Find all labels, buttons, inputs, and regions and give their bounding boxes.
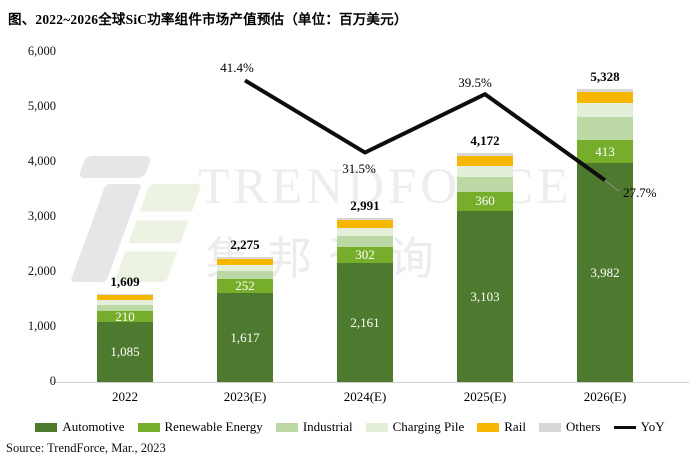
- yoy-line: [243, 78, 607, 182]
- y-tick-label: 0: [49, 374, 56, 388]
- bar-segment-others: [577, 88, 633, 93]
- y-tick-label: 2,000: [27, 264, 56, 278]
- legend-label: Rail: [504, 419, 526, 434]
- bar-segment-industrial: [577, 116, 633, 141]
- legend-label: YoY: [640, 419, 665, 434]
- legend-swatch: [275, 422, 298, 432]
- bar-segment-automotive: 2,161: [337, 263, 393, 382]
- bar-segment-others: [97, 293, 153, 295]
- bar-segment-industrial: [457, 176, 513, 192]
- x-tick-label: 2023(E): [223, 389, 267, 404]
- bar-segment-industrial: [97, 304, 153, 311]
- y-tick-label: 1,000: [27, 319, 56, 333]
- bar-segment-value: 2,161: [350, 314, 380, 330]
- y-tick-label: 6,000: [27, 44, 56, 58]
- yoy-label-leader-line: [604, 179, 620, 192]
- bar-segment-charging-pile: [337, 228, 393, 237]
- bar-segment-rail: [577, 92, 633, 103]
- bar-segment-rail: [217, 258, 273, 265]
- bar-segment-value: 3,103: [470, 288, 500, 304]
- bar-segment-automotive: 3,103: [457, 211, 513, 382]
- yoy-point-label: 31.5%: [342, 160, 376, 176]
- legend-label: Automotive: [62, 419, 125, 434]
- legend-swatch: [365, 422, 388, 432]
- x-tick-label: 2024(E): [343, 389, 387, 404]
- bar-segment-others: [217, 256, 273, 259]
- bar-segment-value: 3,982: [590, 264, 620, 280]
- bar-segment-renewable-energy: 302: [337, 246, 393, 264]
- legend: Automotive Renewable Energy Industrial Char…: [0, 419, 700, 435]
- yoy-line-layer: [243, 78, 620, 192]
- legend-label: Industrial: [302, 419, 353, 434]
- legend-label: Charging Pile: [392, 419, 465, 434]
- bar-total-label: 5,328: [590, 68, 620, 84]
- legend-item-renewable-energy: Renewable Energy: [137, 419, 263, 435]
- bar-segment-automotive: 3,982: [577, 163, 633, 382]
- chart-title: 图、2022~2026全球SiC功率组件市场产值预估（单位：百万美元）: [8, 12, 408, 27]
- x-tick-label: 2026(E): [583, 389, 627, 404]
- bar-segment-industrial: [337, 236, 393, 247]
- x-tick-label: 2025(E): [463, 389, 507, 404]
- plot-area: 0 1,000 2,000 3,000 4,000 5,000 6,000 1,085 210 1…: [28, 44, 689, 404]
- bar-segment-renewable-energy: 210: [97, 308, 153, 324]
- yoy-point-label: 39.5%: [458, 75, 492, 91]
- legend-swatch: [538, 422, 561, 432]
- bar-segment-renewable-energy: 413: [577, 140, 633, 163]
- bar-segment-others: [337, 217, 393, 220]
- bar-segment-charging-pile: [577, 103, 633, 117]
- bar-segment-renewable-energy: 252: [217, 278, 273, 294]
- bar-segment-value: 1,617: [230, 329, 260, 345]
- legend-swatch: [613, 425, 636, 429]
- legend-label: Renewable Energy: [164, 419, 263, 434]
- legend-item-yoy: YoY: [613, 419, 665, 435]
- bar-segment-value: 252: [235, 278, 255, 294]
- legend-item-automotive: Automotive: [35, 419, 125, 435]
- y-tick-label: 3,000: [27, 209, 56, 223]
- legend-item-charging-pile: Charging Pile: [365, 419, 465, 435]
- yoy-point-label: 41.4%: [220, 60, 254, 76]
- x-axis-baseline: [53, 382, 689, 383]
- bar-segment-value: 210: [115, 308, 135, 324]
- bar-segment-charging-pile: [457, 166, 513, 177]
- bar-total-label: 4,172: [470, 132, 500, 148]
- bar-segment-automotive: 1,617: [217, 293, 273, 382]
- bar-segment-industrial: [217, 270, 273, 280]
- legend-item-others: Others: [538, 419, 601, 435]
- bar-segment-charging-pile: [217, 264, 273, 271]
- bar-segment-charging-pile: [97, 300, 153, 305]
- bar-total-label: 1,609: [110, 273, 140, 289]
- bar-segment-value: 1,085: [110, 344, 140, 360]
- bar-segment-rail: [97, 295, 153, 301]
- legend-swatch: [35, 422, 58, 432]
- legend-swatch: [477, 422, 500, 432]
- legend-item-industrial: Industrial: [275, 419, 353, 435]
- y-tick-label: 5,000: [27, 99, 56, 113]
- bar-segment-automotive: 1,085: [97, 322, 153, 382]
- legend-swatch: [137, 422, 160, 432]
- x-tick-label: 2022: [112, 389, 138, 404]
- source-note: Source: TrendForce, Mar., 2023: [6, 441, 166, 455]
- y-tick-label: 4,000: [27, 154, 56, 168]
- legend-item-rail: Rail: [477, 419, 526, 435]
- bar-segment-value: 413: [595, 143, 615, 159]
- yoy-point-label: 27.7%: [623, 185, 657, 201]
- bar-total-label: 2,991: [350, 197, 380, 213]
- bar-total-label: 2,275: [230, 236, 260, 252]
- bar-segment-value: 302: [355, 246, 375, 262]
- bar-segment-renewable-energy: 360: [457, 191, 513, 212]
- bar-segment-rail: [457, 155, 513, 167]
- bar-segment-value: 360: [475, 193, 495, 209]
- legend-label: Others: [565, 419, 601, 434]
- bar-segment-rail: [337, 219, 393, 229]
- bar-segment-others: [457, 152, 513, 156]
